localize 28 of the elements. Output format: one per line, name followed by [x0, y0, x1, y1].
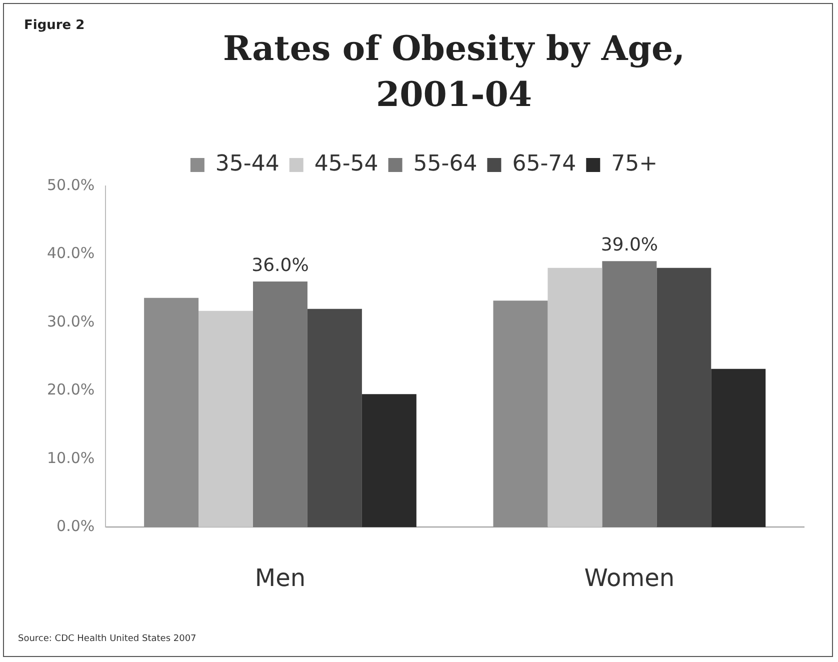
legend-label: 65-74	[512, 152, 576, 177]
chart-title: Rates of Obesity by Age, 2001-04	[222, 28, 686, 117]
bar	[493, 300, 548, 528]
x-tick-label: Women	[584, 564, 675, 592]
legend-label: 55-64	[413, 152, 478, 177]
y-tick-label: 30.0%	[46, 312, 95, 330]
legend-label: 75+	[611, 152, 658, 177]
bar	[656, 268, 712, 528]
y-tick-label: 20.0%	[46, 380, 95, 399]
source-note: Source: CDC Health United States 2007	[18, 634, 196, 644]
bar	[307, 308, 362, 528]
bar	[548, 268, 602, 528]
y-tick-label: 40.0%	[46, 244, 95, 262]
y-tick-label: 10.0%	[46, 448, 95, 467]
data-label: 39.0%	[600, 234, 658, 256]
bar	[711, 368, 766, 528]
bar	[144, 298, 199, 528]
caption: Figure 2	[24, 18, 85, 33]
legend-label: 45-54	[314, 152, 378, 177]
data-label: 36.0%	[252, 255, 309, 276]
y-tick-label: 50.0%	[46, 176, 95, 194]
bar	[253, 282, 308, 528]
y-tick-label: 0.0%	[56, 517, 95, 536]
legend-label: 35-44	[215, 152, 280, 177]
bar	[362, 394, 416, 528]
bar	[602, 261, 657, 528]
x-tick-label: Men	[254, 564, 306, 592]
bar	[198, 310, 254, 528]
